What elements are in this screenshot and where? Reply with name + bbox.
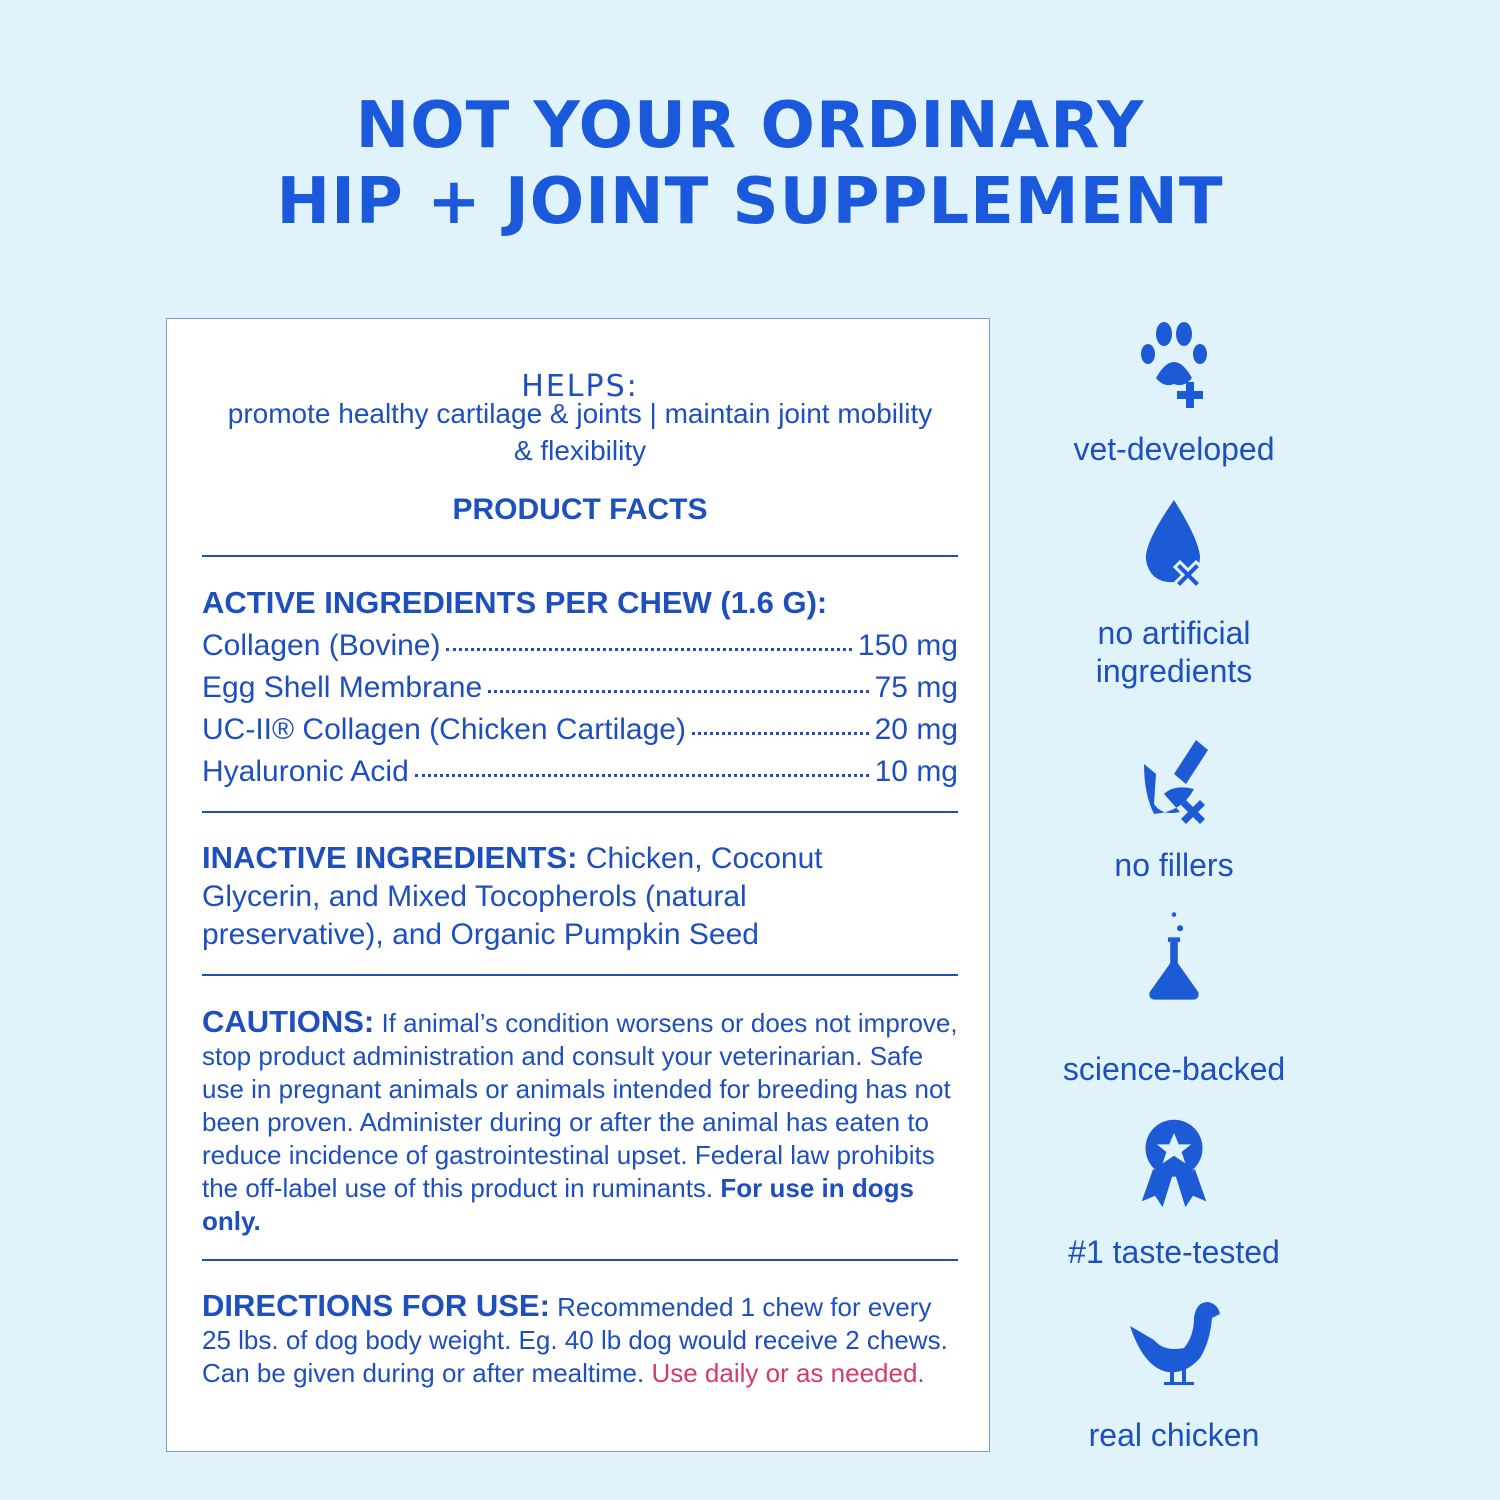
paw-plus-icon <box>1141 322 1207 408</box>
drop-x-icon <box>1145 500 1204 591</box>
helps-text: promote healthy cartilage & joints | mai… <box>227 398 933 466</box>
directions-label: DIRECTIONS FOR USE: <box>202 1288 550 1323</box>
feature-no-artificial-ingredients: no artificial ingredients <box>1095 615 1253 689</box>
ingredient-amount: 150 mg <box>857 629 958 662</box>
cautions-label: CAUTIONS: <box>202 1004 375 1039</box>
feature-science-backed: science-backed <box>1062 1051 1286 1087</box>
ingredient-name: Collagen (Bovine) <box>202 629 441 662</box>
title-line-1: NOT YOUR ORDINARY <box>355 89 1145 163</box>
divider <box>202 811 958 813</box>
chicken-icon <box>1130 1302 1220 1385</box>
award-ribbon-icon <box>1141 1119 1207 1208</box>
directions-highlight: Use daily or as needed. <box>651 1358 925 1388</box>
divider <box>202 1259 958 1261</box>
inactive-ingredients: INACTIVE INGREDIENTS: Chicken, Coconut G… <box>202 839 862 954</box>
feature-real-chicken: real chicken <box>1088 1417 1260 1453</box>
dot-leader <box>691 732 869 735</box>
feature-vet-developed: vet-developed <box>1073 431 1275 467</box>
feature-no-fillers: no fillers <box>1114 847 1234 883</box>
cautions: CAUTIONS: If animal’s condition worsens … <box>202 1005 958 1238</box>
divider <box>202 974 958 976</box>
dot-leader <box>488 690 869 693</box>
inactive-label: INACTIVE INGREDIENTS: <box>202 840 578 875</box>
product-facts-panel: HELPS: promote healthy cartilage & joint… <box>166 318 990 1452</box>
title-line-2: HIP + JOINT SUPPLEMENT <box>276 165 1224 239</box>
ingredient-amount: 75 mg <box>874 671 958 704</box>
corn-x-icon <box>1144 740 1208 824</box>
divider <box>202 555 958 557</box>
helps-heading: HELPS: <box>521 369 639 404</box>
directions: DIRECTIONS FOR USE: Recommended 1 chew f… <box>202 1289 958 1390</box>
active-ingredients-list: Collagen (Bovine) 150 mg Egg Shell Membra… <box>202 625 958 793</box>
ingredient-name: UC-II® Collagen (Chicken Cartilage) <box>202 713 686 746</box>
ingredient-row: UC-II® Collagen (Chicken Cartilage) 20 mg <box>202 709 958 751</box>
ingredient-name: Hyaluronic Acid <box>202 755 409 788</box>
ingredient-amount: 20 mg <box>874 713 958 746</box>
feature-taste-tested: #1 taste-tested <box>1068 1234 1280 1270</box>
ingredient-row: Hyaluronic Acid 10 mg <box>202 751 958 793</box>
ingredient-row: Egg Shell Membrane 75 mg <box>202 667 958 709</box>
page-title: NOT YOUR ORDINARY HIP + JOINT SUPPLEMENT <box>0 88 1500 240</box>
ingredient-name: Egg Shell Membrane <box>202 671 483 704</box>
dot-leader <box>446 648 852 651</box>
active-ingredients-heading: ACTIVE INGREDIENTS PER CHEW (1.6 G): <box>202 585 828 620</box>
flask-icon <box>1149 912 1199 1000</box>
ingredient-amount: 10 mg <box>874 755 958 788</box>
product-facts-heading: PRODUCT FACTS <box>452 493 708 526</box>
ingredient-row: Collagen (Bovine) 150 mg <box>202 625 958 667</box>
cautions-text: If animal’s condition worsens or does no… <box>202 1008 958 1203</box>
cautions-bold: For use in dogs only. <box>202 1173 914 1236</box>
directions-text: Recommended 1 chew for every 25 lbs. of … <box>202 1292 948 1388</box>
inactive-text: Chicken, Coconut Glycerin, and Mixed Toc… <box>202 842 823 951</box>
dot-leader <box>414 774 869 777</box>
